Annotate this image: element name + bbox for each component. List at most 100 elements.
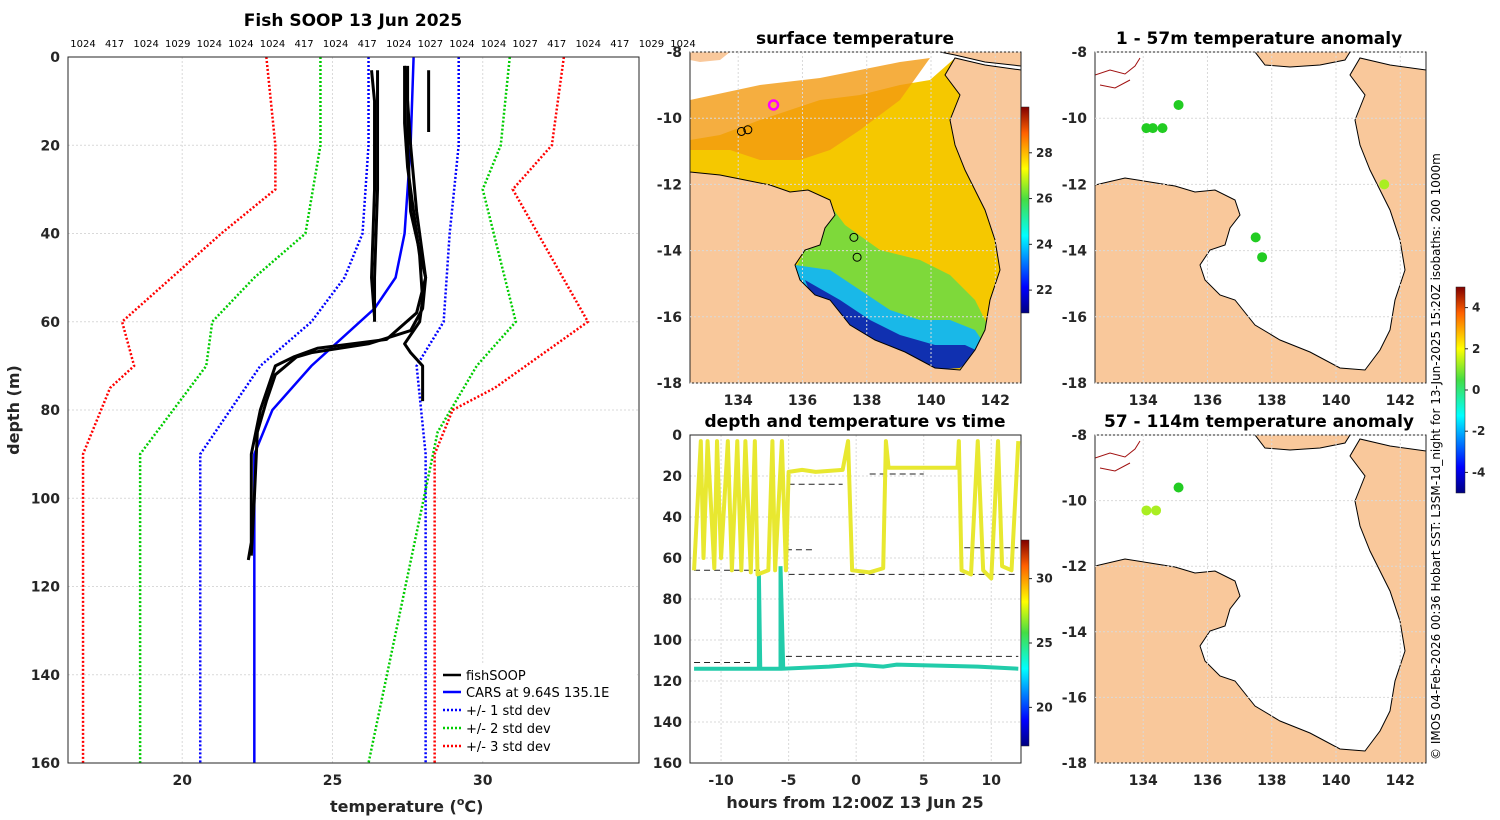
profile-y-tick: 0 <box>50 50 60 66</box>
legend-std3: +/- 3 std dev <box>466 740 551 755</box>
dt-x-tick: 10 <box>982 773 1002 789</box>
anomaly1-land-north <box>1254 52 1351 68</box>
anomaly-colorbar <box>1455 286 1466 494</box>
profile-top-labels: 1024 417 1024 1029 1024 1024 1024 417 1024 417 102… <box>70 39 695 50</box>
anomaly2-isobath <box>1095 440 1141 472</box>
station-marker <box>852 252 862 262</box>
map-y-tick: -14 <box>1062 625 1088 641</box>
map-x-tick: 134 <box>724 393 753 409</box>
map-y-tick: -10 <box>1062 494 1088 510</box>
map-y-tick: -14 <box>1062 244 1088 260</box>
legend-std1: +/- 1 std dev <box>466 704 551 719</box>
depthtime-traces <box>692 439 1021 671</box>
surface-sea-blue <box>805 280 980 370</box>
depthtime-panel: depth and temperature vs time 0 20 40 60 80 1… <box>653 412 1053 812</box>
profile-top-label: 417 <box>547 39 566 50</box>
surface-cb-label: 22 <box>1036 283 1053 297</box>
dt-deep-trace <box>694 566 1019 671</box>
map-x-tick: 136 <box>1193 773 1222 789</box>
profile-title: Fish SOOP 13 Jun 2025 <box>244 11 462 31</box>
profile-top-label: 1029 <box>165 39 190 50</box>
surface-land-cape <box>939 52 1021 67</box>
anomaly1-isobath <box>1095 57 1141 89</box>
surface-x-ticks: 134 136 138 140 142 <box>724 393 1010 409</box>
station-marker <box>743 125 753 135</box>
profile-y-tick: 80 <box>41 403 61 419</box>
profile-series-std3 <box>81 57 277 763</box>
profile-y-tick: 20 <box>41 138 61 154</box>
map-x-tick: 138 <box>1257 393 1286 409</box>
anomaly1-map-body <box>1095 52 1426 383</box>
dt-y-tick: 0 <box>672 428 682 444</box>
station-marker <box>736 126 746 136</box>
depthtime-x-label: hours from 12:00Z 13 Jun 25 <box>726 793 983 812</box>
profile-top-label: 1024 <box>576 39 601 50</box>
credit-text: © IMOS 04-Feb-2026 00:36 Hobart SST: L3S… <box>1429 153 1443 760</box>
anomaly1-point <box>1157 123 1168 134</box>
profile-top-label: 417 <box>295 39 314 50</box>
profile-y-tick: 40 <box>41 227 61 243</box>
surface-cloud-nw <box>690 52 760 95</box>
surface-cb-label: 28 <box>1036 146 1053 160</box>
map-x-tick: 134 <box>1129 773 1158 789</box>
anomaly2-point <box>1173 482 1184 493</box>
legend-fishsoop: fishSOOP <box>466 669 526 684</box>
map-x-tick: 142 <box>1386 393 1415 409</box>
anomaly2-land-north <box>1254 435 1351 451</box>
anomaly2-grid <box>1095 434 1426 764</box>
map-x-tick: 142 <box>981 393 1010 409</box>
anomaly1-point <box>1379 179 1390 190</box>
surface-panel: surface temperature -8 -10 -12 -14 -16 -18 13… <box>657 29 1053 409</box>
profile-top-label: 1024 <box>449 39 474 50</box>
dt-y-tick: 60 <box>663 551 683 567</box>
profile-grid <box>68 56 639 764</box>
surface-map-body <box>690 52 1021 383</box>
map-y-tick: -8 <box>1071 428 1087 444</box>
anomaly2-points <box>1141 482 1184 516</box>
profile-top-label: 417 <box>610 39 629 50</box>
dt-cb-label: 25 <box>1036 636 1053 650</box>
dt-shallow-trace <box>692 439 1021 581</box>
profile-top-label: 1024 <box>133 39 158 50</box>
anomaly-cb-label: -2 <box>1472 424 1485 438</box>
profile-top-label: 1024 <box>228 39 253 50</box>
map-x-tick: 140 <box>1321 393 1350 409</box>
anomaly-cb-label: 4 <box>1472 301 1480 315</box>
profile-top-label: 1024 <box>670 39 695 50</box>
legend-box <box>437 664 637 761</box>
anomaly-cb-label: 2 <box>1472 342 1480 356</box>
anomaly2-map-body <box>1095 435 1426 763</box>
anomaly1-grid <box>1095 51 1426 384</box>
profile-x-label: temperature (oC) <box>330 795 483 816</box>
anomaly1-x-ticks: 134 136 138 140 142 <box>1129 393 1415 409</box>
anomaly2-panel: 57 - 114m temperature anomaly -8 -10 -12 -1… <box>1062 412 1427 789</box>
profile-y-tick: 100 <box>31 491 60 507</box>
surface-land-north <box>690 52 730 62</box>
dt-y-tick: 140 <box>653 715 682 731</box>
profile-x-ticks: 20 25 30 <box>172 773 492 789</box>
surface-colorbar-ticks: 22 24 26 28 <box>1029 146 1053 297</box>
anomaly-colorbar-ticks: 4 2 0 -2 -4 <box>1465 301 1485 479</box>
map-y-tick: -16 <box>657 310 682 326</box>
depthtime-colorbar <box>1020 539 1030 747</box>
map-y-tick: -18 <box>1062 376 1087 392</box>
profile-top-label: 417 <box>358 39 377 50</box>
anomaly2-y-ticks: -8 -10 -12 -14 -16 -18 <box>1062 428 1088 772</box>
map-x-tick: 140 <box>1321 773 1350 789</box>
dt-y-tick: 20 <box>663 469 683 485</box>
map-x-tick: 134 <box>1129 393 1158 409</box>
profile-y-label: depth (m) <box>4 365 23 455</box>
map-y-tick: -16 <box>1062 310 1087 326</box>
dt-x-tick: 0 <box>851 773 861 789</box>
depthtime-x-ticks: -10 -5 0 5 10 <box>708 773 1001 789</box>
anomaly1-point <box>1173 99 1184 110</box>
surface-sea-hot <box>690 58 930 160</box>
map-x-tick: 136 <box>1193 393 1222 409</box>
legend-cars: CARS at 9.64S 135.1E <box>466 686 609 701</box>
dt-cb-label: 20 <box>1036 700 1053 714</box>
profile-series-std2 <box>367 57 518 763</box>
dt-y-tick: 160 <box>653 756 682 772</box>
legend-std2: +/- 2 std dev <box>466 722 551 737</box>
profile-x-tick: 25 <box>323 773 342 789</box>
map-x-tick: 140 <box>916 393 945 409</box>
